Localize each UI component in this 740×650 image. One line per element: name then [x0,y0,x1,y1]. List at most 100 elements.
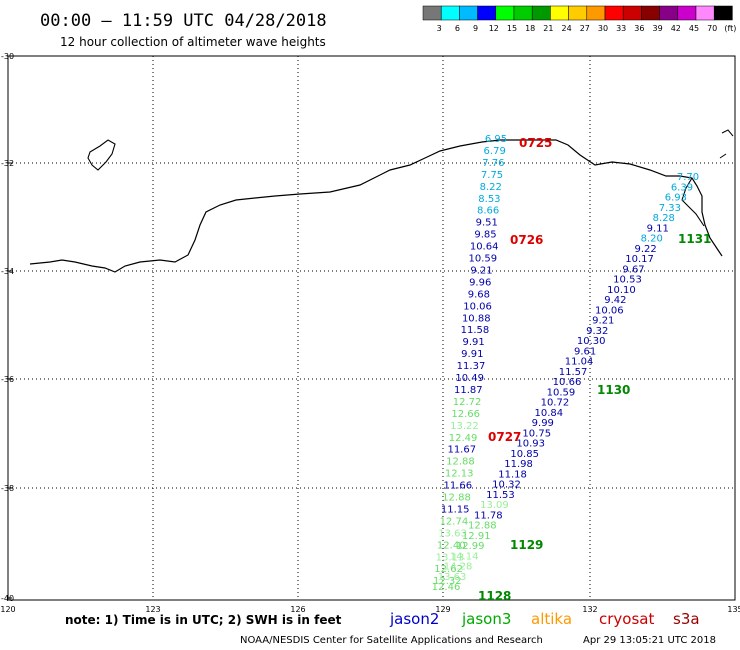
colorbar-label: 70 [707,24,717,33]
colorbar-label: 18 [525,24,535,33]
wave-height-label: 12.46 [432,582,461,593]
wave-height-label: 9.99 [532,418,554,429]
wave-height-label: 11.57 [559,367,588,378]
colorbar-swatch [713,5,733,21]
wave-height-label: 11.53 [486,490,515,501]
wave-height-label: 10.88 [462,313,491,324]
wave-height-label: 8.66 [477,206,499,217]
wave-height-label: 11.04 [565,357,594,368]
wave-height-label: 12.49 [449,433,478,444]
colorbar-swatch [659,5,679,21]
wave-height-label: 12.13 [445,469,474,480]
wave-height-label: 12.62 [434,564,463,575]
colorbar-swatch [459,5,478,21]
wave-height-label: 12.40 [437,540,466,551]
wave-height-label: 9.51 [476,218,498,229]
wave-height-label: 12.99 [456,541,485,552]
map-frame [7,55,736,601]
wave-height-label: 10.84 [535,408,564,419]
wave-height-label: 7.33 [659,203,681,214]
time-label-1128: 1128 [478,589,511,603]
wave-height-label: 9.21 [470,265,492,276]
colorbar-swatch [495,5,515,21]
colorbar-label: 45 [689,24,699,33]
wave-height-label: 10.85 [510,449,539,460]
colorbar-swatch [695,5,715,21]
latitude-label: -40 [1,594,14,603]
wave-height-label: 9.96 [469,277,491,288]
colorbar-swatch [513,5,533,21]
footer-timestamp: Apr 29 13:05:21 UTC 2018 [583,635,716,646]
wave-height-label: 12.88 [446,457,475,468]
wave-height-label: 10.06 [595,305,624,316]
wave-height-label: 11.67 [447,445,476,456]
colorbar-swatch [440,5,460,21]
wave-height-label: 11.98 [504,459,533,470]
colorbar-swatch [477,5,497,21]
satellite-legend-cryosat: cryosat [599,610,654,628]
wave-height-label: 6.95 [485,134,507,145]
wave-height-label: 11.66 [444,481,473,492]
colorbar-label: (ft) [724,24,736,33]
colorbar-swatch [604,5,624,21]
wave-height-label: 12.66 [451,409,480,420]
wave-height-label: 12.88 [468,521,497,532]
wave-height-label: 13.22 [450,421,479,432]
time-label-1130: 1130 [597,383,630,397]
colorbar-label: 21 [543,24,553,33]
wave-height-label: 9.91 [462,337,484,348]
map-title: 00:00 – 11:59 UTC 04/28/2018 [40,11,327,31]
longitude-label: 123 [145,605,160,614]
note-text: note: 1) Time is in UTC; 2) SWH is in fe… [65,613,342,627]
wave-height-label: 10.64 [470,242,499,253]
wave-height-label: 9.68 [468,289,490,300]
wave-height-label: 6.79 [484,146,506,157]
colorbar: 3 6 9 12 15 18 21 24 27 30 33 36 39 42 45 70 (ft) [422,5,736,33]
longitude-label: 132 [582,605,597,614]
wave-height-label: 13.63 [438,528,467,539]
colorbar-swatch [586,5,606,21]
track-1131-heights: 7.706.396.937.338.289.118.209.2210.179.6… [432,172,699,593]
colorbar-swatch [641,5,660,21]
wave-height-label: 11.87 [454,385,483,396]
colorbar-label: 15 [507,24,517,33]
colorbar-swatch [677,5,697,21]
wave-height-label: 8.53 [478,194,500,205]
colorbar-label: 3 [437,24,442,33]
latitude-label: -30 [1,52,14,61]
longitude-labels: 120 123 126 129 132 135 [0,605,740,614]
longitude-label: 120 [0,605,15,614]
wave-height-label: 10.53 [613,275,642,286]
wave-height-label: 7.76 [482,158,504,169]
wave-height-label: 14.14 [450,551,479,562]
wave-height-label: 12.32 [433,576,462,587]
wave-height-label: 9.91 [461,349,483,360]
wave-height-label: 7.75 [481,170,503,181]
wave-height-label: 10.75 [522,428,551,439]
latitude-labels: -30 -32 -34 -36 -38 -40 [1,52,14,603]
wave-height-label: 12.91 [462,531,491,542]
satellite-legend-jason2: jason2 [389,610,439,628]
wave-height-label: 14.28 [444,562,473,573]
wave-height-label: 12.88 [442,493,471,504]
wave-height-label: 10.59 [547,387,576,398]
colorbar-label: 42 [671,24,681,33]
graticule [8,55,735,600]
wave-height-label: 13.63 [438,572,467,583]
colorbar-label: 6 [455,24,460,33]
wave-height-label: 12.74 [440,516,469,527]
wave-height-label: 9.21 [592,316,614,327]
colorbar-label: 12 [489,24,499,33]
islet-coast-2 [719,153,727,159]
satellite-legend-s3a: s3a [673,610,700,628]
peninsula-coast [681,177,705,227]
wave-height-label: 9.67 [622,264,644,275]
australia-south-coastline [29,139,723,273]
map-subtitle: 12 hour collection of altimeter wave hei… [60,35,326,49]
wave-height-label: 10.49 [455,373,484,384]
wave-height-label: 10.93 [516,439,545,450]
satellite-legend-altika: altika [531,610,572,628]
wave-height-label: 10.10 [607,285,636,296]
time-label-0726: 0726 [510,233,543,247]
